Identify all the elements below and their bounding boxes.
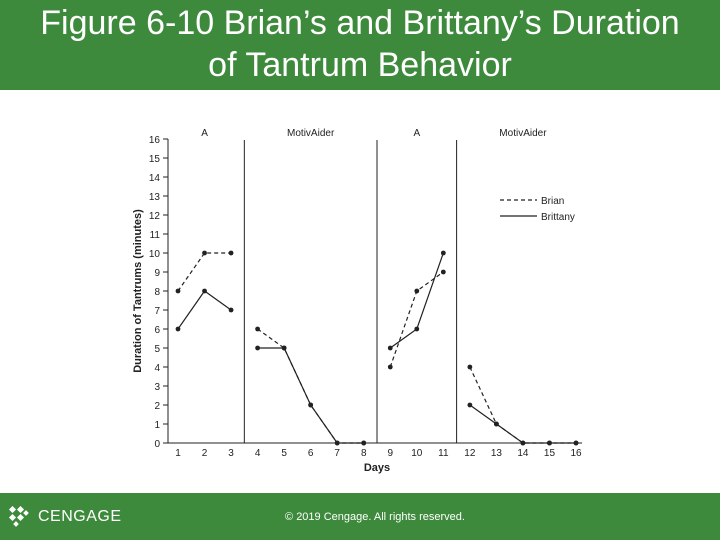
phase-label: A (201, 128, 208, 139)
cengage-brand-text: CENGAGE (38, 508, 122, 525)
data-point-brittany (308, 402, 314, 408)
data-point-brittany (467, 402, 473, 408)
phase-change-lines (243, 140, 458, 443)
y-tick-label: 1 (154, 420, 160, 431)
y-tick-label: 13 (149, 192, 161, 203)
data-point-brittany (520, 440, 526, 446)
title-bar: Figure 6-10 Brian’s and Brittany’s Durat… (0, 0, 720, 90)
x-tick-label: 12 (464, 448, 476, 459)
y-tick-label: 15 (149, 154, 161, 165)
y-tick-label: 8 (154, 287, 160, 298)
data-point-brittany (547, 440, 552, 446)
phase-label: A (413, 128, 420, 139)
x-tick-label: 9 (387, 448, 393, 459)
x-tick-label: 7 (334, 448, 340, 459)
data-point-brittany (281, 345, 287, 351)
phase-labels: A MotivAider A MotivAider (201, 128, 547, 139)
y-tick-label: 10 (149, 249, 161, 260)
y-axis-label: Duration of Tantrums (minutes) (132, 209, 144, 373)
cengage-mark-icon (8, 505, 29, 527)
series-line-brian (257, 328, 364, 444)
x-tick-label: 8 (361, 448, 367, 459)
series-brittany (175, 250, 579, 446)
slide-title-line-2: of Tantrum Behavior (208, 46, 512, 84)
x-tick-label: 6 (308, 448, 314, 459)
y-tick-label: 3 (154, 382, 160, 393)
y-tick-label: 11 (150, 230, 161, 241)
x-tick-label: 4 (255, 448, 261, 459)
data-point-brian (467, 364, 473, 370)
copyright-notice: © 2019 Cengage. All rights reserved. (285, 511, 465, 523)
series-line-brian (469, 366, 576, 444)
series-line-brittany (257, 347, 364, 444)
x-tick-label: 13 (491, 448, 503, 459)
phase-label: MotivAider (287, 128, 335, 139)
phase-label: MotivAider (499, 128, 547, 139)
y-tick-label: 14 (149, 173, 161, 184)
y-tick-label: 5 (154, 344, 160, 355)
y-tick-label: 16 (149, 135, 161, 146)
data-point-brittany (175, 326, 181, 332)
data-point-brian (414, 288, 420, 294)
x-tick-label: 16 (570, 448, 582, 459)
data-point-brian (387, 364, 393, 370)
x-tick-label: 3 (228, 448, 234, 459)
series-line-brian (177, 252, 232, 292)
y-tick-label: 6 (154, 325, 160, 336)
x-tick-label: 11 (438, 448, 449, 459)
series-line-brittany (469, 404, 576, 444)
x-axis-label: Days (364, 462, 390, 474)
series-line-brittany (177, 290, 232, 330)
data-point-brittany (387, 345, 393, 351)
x-tick-label: 5 (281, 448, 287, 459)
data-point-brittany (573, 440, 579, 446)
data-point-brittany (361, 440, 367, 446)
y-tick-label: 7 (154, 306, 160, 317)
data-point-brittany (334, 440, 340, 446)
x-tick-label: 10 (411, 448, 423, 459)
cengage-logo: CENGAGE (8, 505, 122, 529)
slide-title-line-1: Figure 6-10 Brian’s and Brittany’s Durat… (40, 4, 680, 42)
legend-label-brittany: Brittany (541, 212, 575, 223)
slide-title: Figure 6-10 Brian’s and Brittany’s Durat… (10, 2, 710, 86)
series-line-brittany (389, 252, 444, 349)
series-line-brian (389, 271, 444, 368)
data-point-brian (440, 269, 446, 275)
data-point-brittany (440, 250, 446, 256)
x-tick-label: 1 (175, 448, 181, 459)
data-point-brian (175, 288, 181, 294)
y-tick-label: 9 (154, 268, 160, 279)
data-point-brian (202, 250, 207, 256)
x-tick-label: 2 (202, 448, 208, 459)
data-point-brittany (202, 288, 207, 294)
data-point-brian (255, 326, 260, 332)
data-point-brittany (414, 326, 420, 332)
x-tick-label: 14 (517, 448, 529, 459)
data-point-brittany (228, 307, 234, 313)
y-tick-label: 0 (154, 439, 160, 450)
y-tick-label: 4 (154, 363, 160, 374)
x-tick-label: 15 (544, 448, 556, 459)
y-tick-label: 2 (154, 401, 160, 412)
x-axis: 1 2 3 4 5 6 7 8 9 10 11 12 13 14 15 16 (168, 442, 582, 459)
footer-bar: CENGAGE © 2019 Cengage. All rights reser… (0, 493, 720, 540)
data-point-brian (228, 250, 234, 256)
legend-label-brian: Brian (541, 196, 564, 207)
data-point-brittany (494, 421, 499, 427)
legend: Brian Brittany (500, 196, 575, 223)
data-series (175, 250, 579, 446)
data-point-brittany (255, 345, 260, 351)
tantrum-duration-chart: A MotivAider A MotivAider 01234567891011121… (132, 128, 582, 474)
y-tick-label: 12 (149, 211, 161, 222)
